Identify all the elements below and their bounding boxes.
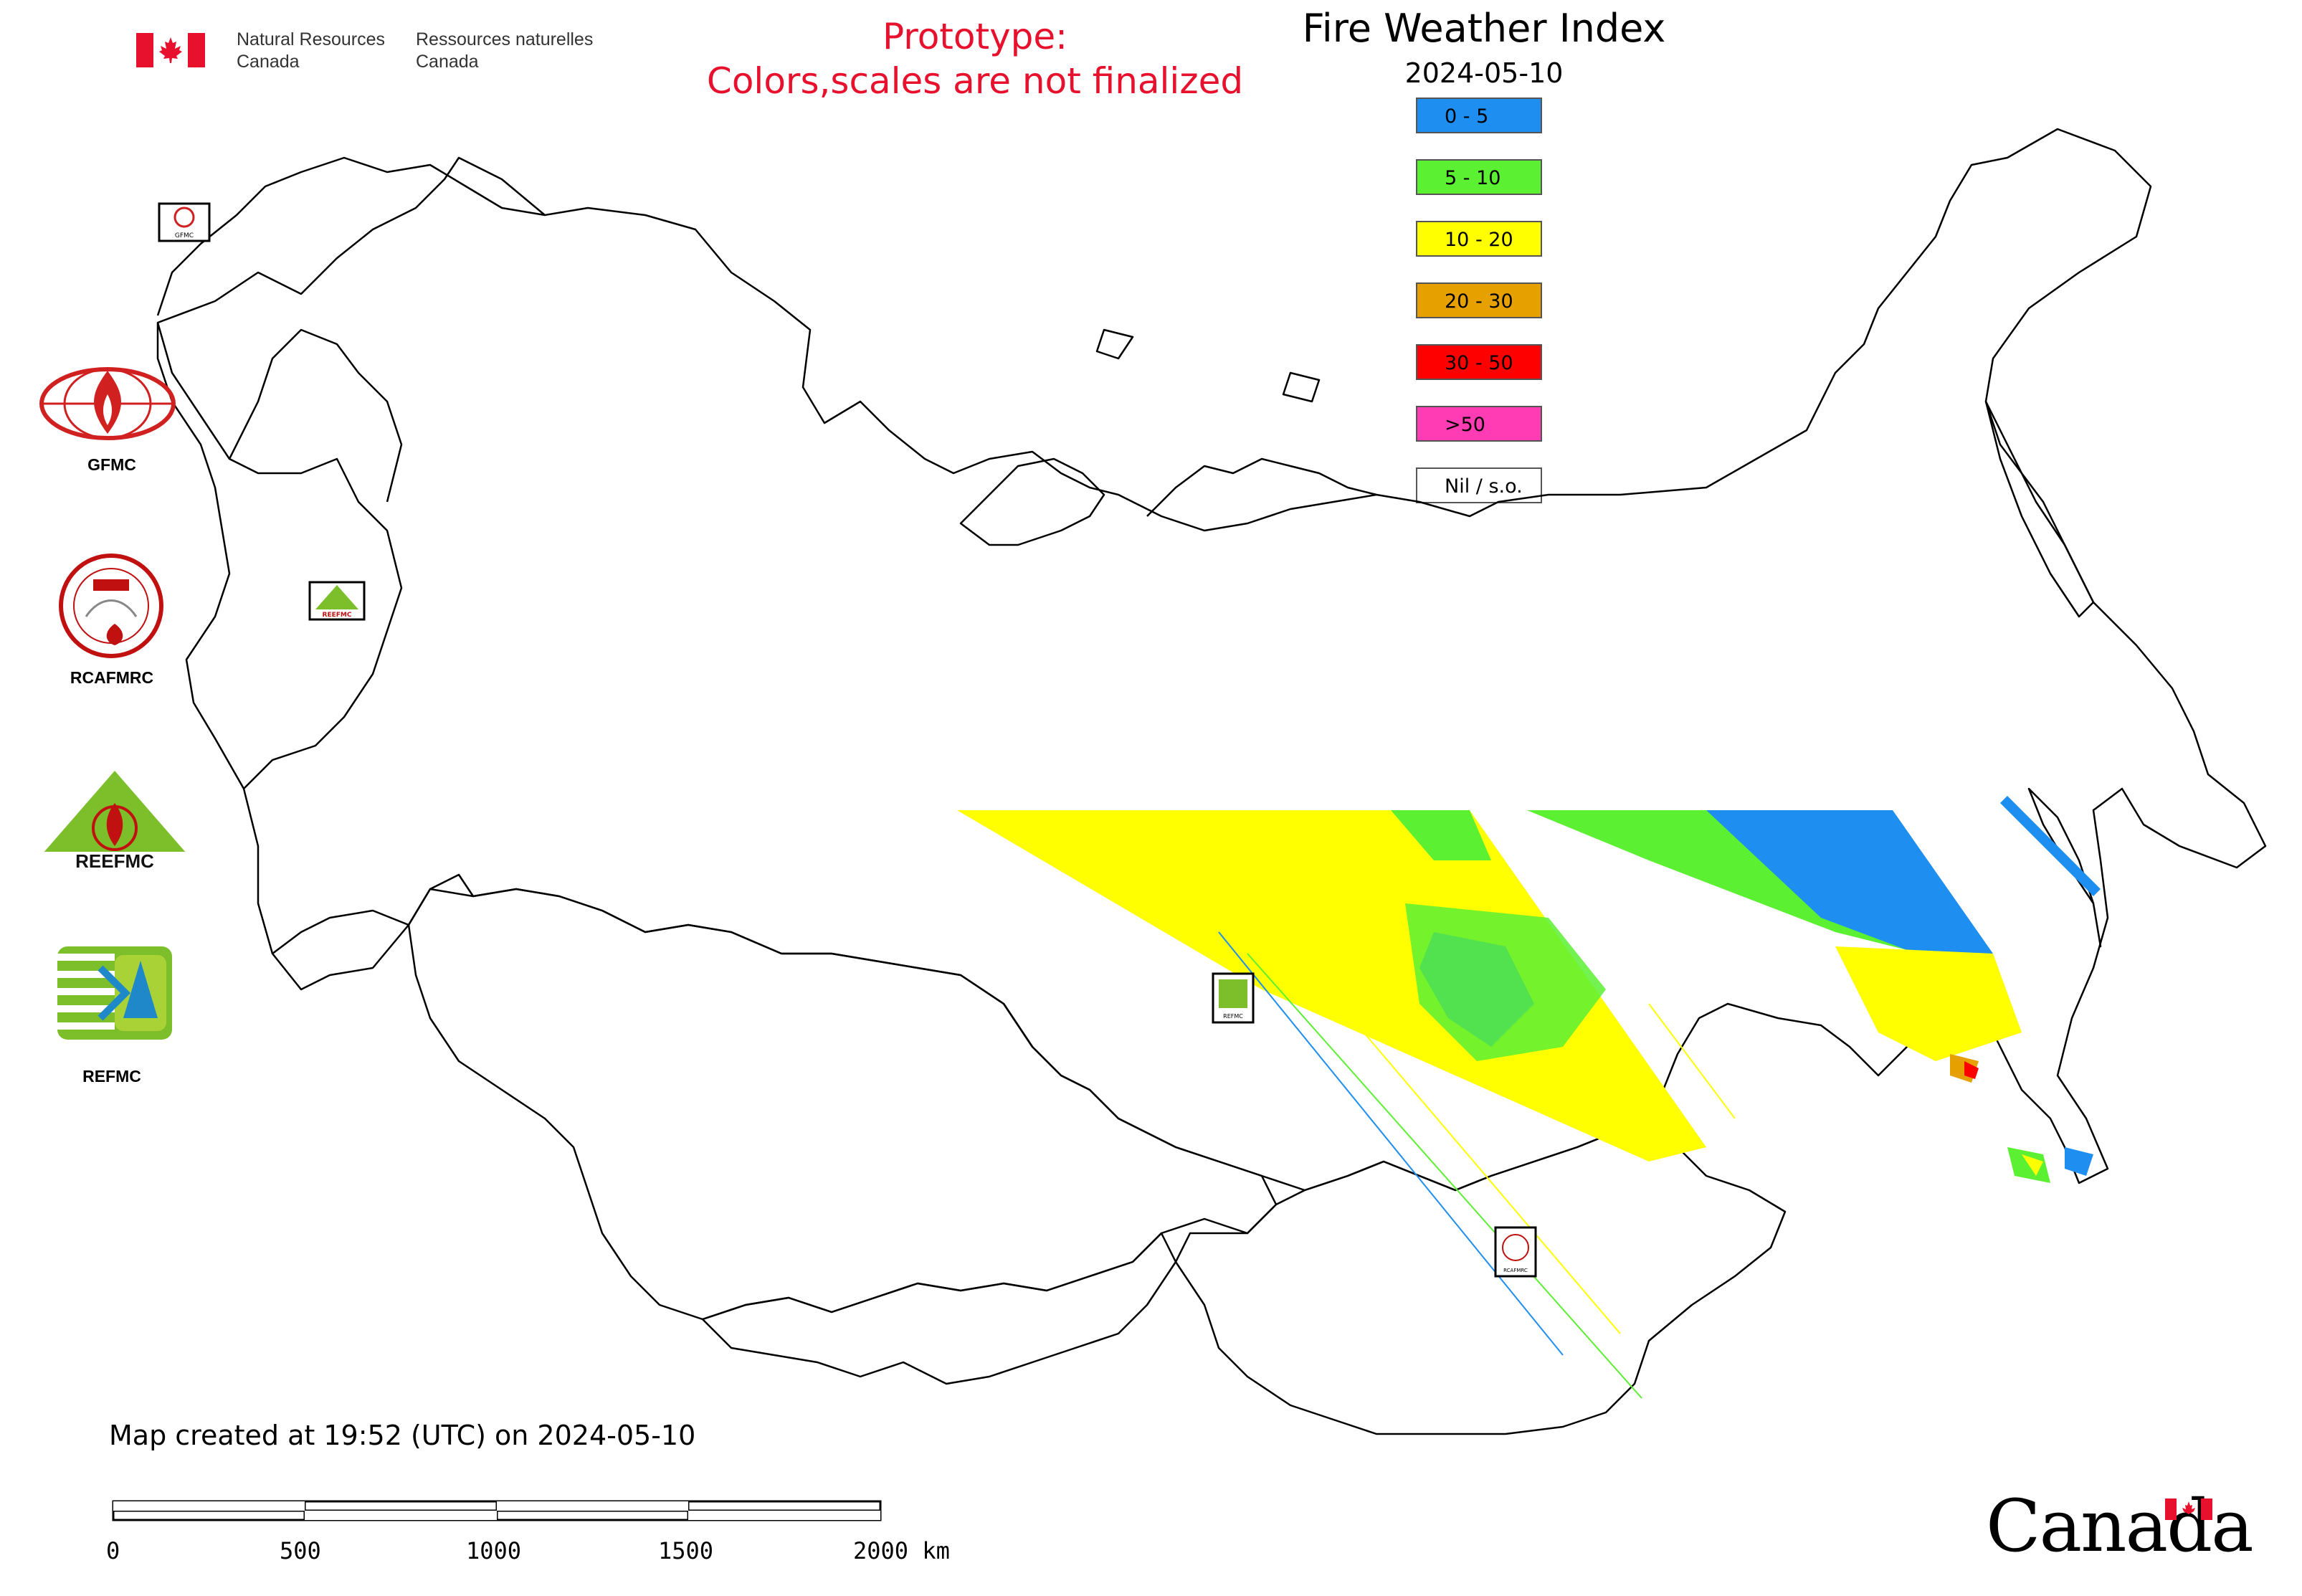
scale-label-1500: 1500 (658, 1537, 714, 1564)
legend-item-nil: Nil / s.o. (1416, 467, 1542, 503)
legend-item-5-10: 5 - 10 (1416, 159, 1542, 195)
gfmc-globe-flame-logo (39, 367, 176, 440)
fwi-streak-4 (1648, 1003, 1736, 1119)
kazakhstan-outline (407, 888, 1278, 1321)
signature-french: Ressources naturelles Canada (416, 29, 593, 73)
marker-rcafmrc-label: RCAFMRC (1503, 1268, 1528, 1273)
fwi-swath-green-mid (1405, 903, 1606, 1061)
marker-gfmc-label: GFMC (175, 232, 194, 239)
central-asia-outline (701, 1232, 1177, 1385)
marker-gfmc-box (158, 202, 211, 242)
gfmc-label: GFMC (87, 455, 136, 474)
map-title: Fire Weather Index (1302, 6, 1666, 51)
signature-en-line1: Natural Resources (237, 29, 386, 49)
legend-item-30-50: 30 - 50 (1416, 344, 1542, 380)
marker-reefmc-icon (315, 585, 358, 609)
prototype-line1: Prototype: (882, 16, 1068, 57)
country-borders (156, 128, 2267, 1435)
scale-label-500: 500 (280, 1537, 321, 1564)
mongolia-outline (1174, 1117, 1787, 1435)
refmc-label: REFMC (82, 1067, 141, 1086)
fwi-swath-yellow-east (1835, 946, 2022, 1061)
caucasus-borders (272, 909, 409, 954)
baltic-borders (228, 328, 403, 503)
kamchatka (1984, 400, 2095, 618)
marker-reefmc-label: REEFMC (323, 612, 352, 619)
marker-rcafmrc-icon (1502, 1234, 1529, 1261)
fwi-streak-2 (1247, 953, 1642, 1399)
marker-rcafmrc-box (1494, 1226, 1537, 1278)
fwi-spot-south-2 (2065, 1147, 2093, 1176)
scale-bar-graphic (112, 1500, 882, 1521)
fwi-lake-blue (2000, 796, 2101, 896)
government-signature: Natural Resources Canada Ressources natu… (136, 26, 609, 76)
reefmc-triangle-logo: REEFMC (39, 771, 190, 872)
rcafmrc-round-seal-logo (59, 554, 163, 658)
legend-item-10-20: 10 - 20 (1416, 221, 1542, 257)
scale-label-0: 0 (106, 1537, 120, 1564)
taymyr-coast (1146, 457, 1377, 517)
refmc-stripes-logo (57, 946, 172, 1040)
center-markers: GFMC REEFMC REFMC RCAFMRC (158, 202, 1537, 1278)
fwi-swath-yellow-west (957, 810, 1706, 1162)
europe-borders (156, 322, 403, 789)
scale-bar: 0 500 1000 1500 2000 km (106, 1498, 968, 1570)
signature-english: Natural Resources Canada (237, 29, 385, 73)
legend-item-0-5: 0 - 5 (1416, 98, 1542, 133)
canada-wordmark-flag-icon (2165, 1498, 2212, 1520)
legend-item-over-50: >50 (1416, 406, 1542, 442)
svg-text:REEFMC: REEFMC (75, 850, 154, 872)
rcafmrc-label: RCAFMRC (70, 668, 154, 687)
scale-label-1000: 1000 (466, 1537, 522, 1564)
fwi-spot-south-3 (2022, 1154, 2043, 1176)
arctic-islands-1 (1095, 328, 1134, 360)
scale-label-2000: 2000 km (853, 1537, 950, 1564)
marker-refmc-label: REFMC (1223, 1013, 1243, 1020)
fwi-hotspot-red (1964, 1061, 1979, 1079)
arctic-islands-2 (1282, 371, 1321, 403)
map-date: 2024-05-10 (1404, 57, 1564, 89)
novaya-zemlya (959, 457, 1105, 546)
fwi-data-layer (957, 796, 2101, 1399)
map-created-timestamp: Map created at 19:52 (UTC) on 2024-05-10 (109, 1420, 696, 1451)
legend-item-20-30: 20 - 30 (1416, 282, 1542, 318)
marker-refmc-icon (1219, 979, 1247, 1008)
scandinavia-outline (156, 156, 546, 316)
canada-wordmark: Canada (1986, 1484, 2254, 1568)
fwi-streak-1 (1218, 931, 1564, 1356)
prototype-line2: Colors,scales are not finalized (706, 60, 1244, 102)
signature-en-line2: Canada (237, 52, 300, 72)
fwi-swath-blue-east (1706, 810, 1993, 961)
signature-fr-line1: Ressources naturelles (416, 29, 594, 49)
marker-gfmc-icon (173, 206, 195, 228)
prototype-notice: Prototype: Colors,scales are not finaliz… (617, 14, 1333, 103)
signature-fr-line2: Canada (416, 52, 479, 72)
fwi-streak-3 (1290, 946, 1621, 1334)
fwi-swath-green-west (1391, 810, 1491, 860)
canada-flag-icon (136, 33, 205, 67)
sakhalin (2027, 787, 2102, 948)
